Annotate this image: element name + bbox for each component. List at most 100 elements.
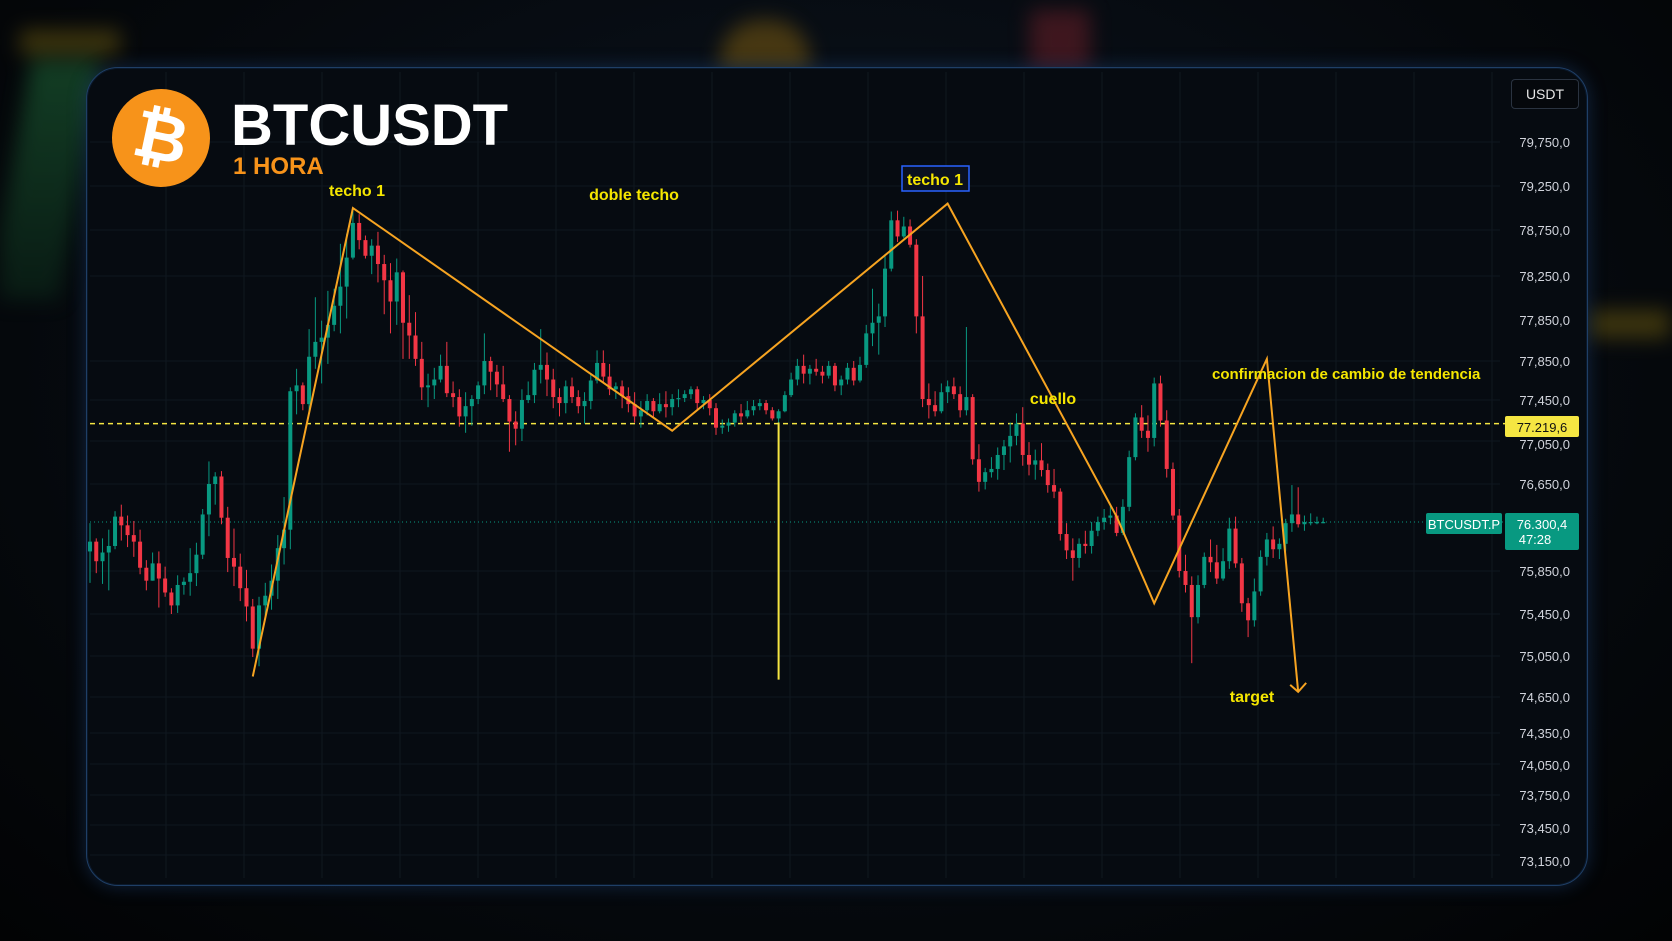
candle-body (1314, 522, 1319, 524)
currency-unit-button[interactable]: USDT (1511, 79, 1579, 109)
candle (914, 239, 919, 334)
candle (194, 542, 199, 587)
candle-body (1070, 550, 1075, 558)
candle (1183, 554, 1188, 593)
candle-body (920, 316, 925, 400)
candle-body (169, 592, 174, 606)
candle-body (876, 316, 881, 323)
candle-body (138, 541, 143, 568)
candle (964, 327, 969, 416)
candle-body (845, 367, 850, 380)
candle-body (914, 244, 919, 317)
candle-body (150, 563, 155, 581)
candle-body (544, 364, 549, 380)
candle-body (419, 358, 424, 388)
price-tick-label: 76,650,0 (1519, 477, 1570, 492)
double-top-pattern-line (251, 202, 1300, 692)
candle-body (701, 400, 706, 404)
candle (1045, 463, 1050, 493)
candle (1108, 505, 1113, 525)
candle-body (1108, 515, 1113, 518)
candle (764, 400, 769, 415)
candle (920, 276, 925, 408)
candle-body (488, 361, 493, 372)
candle (156, 551, 161, 608)
price-tick-label: 75,850,0 (1519, 564, 1570, 579)
candle-body (307, 356, 312, 405)
candle (413, 312, 418, 366)
annotation-techo-right: techo 1 (907, 172, 963, 189)
candle-body (926, 399, 931, 406)
candle-body (1008, 435, 1013, 447)
candle (1133, 413, 1138, 461)
candle-body (789, 379, 794, 396)
candle (106, 529, 111, 591)
candle-body (570, 386, 575, 398)
candle (663, 391, 668, 418)
candle (632, 392, 637, 423)
candle (494, 364, 499, 398)
candle (707, 394, 712, 416)
candle-body (814, 368, 819, 372)
candle-body (319, 337, 324, 342)
candle (657, 393, 662, 414)
candle (119, 504, 124, 541)
candle (889, 211, 894, 272)
candle-body (363, 240, 368, 256)
candle-body (501, 384, 506, 400)
candle (225, 506, 230, 573)
candle-body (983, 472, 988, 482)
candle (770, 407, 775, 421)
grid (90, 72, 1500, 878)
candle (219, 471, 224, 525)
candle (576, 390, 581, 414)
candle-body (156, 563, 161, 579)
candle-body (106, 545, 111, 553)
candle-body (194, 554, 199, 574)
candle-body (507, 399, 512, 422)
annotation-cuello: cuello (1030, 391, 1076, 408)
candle-body (1202, 556, 1207, 585)
candle-body (663, 404, 668, 408)
candle (1083, 530, 1088, 554)
candle (1221, 548, 1226, 581)
candle-body (695, 389, 700, 404)
candle-body (426, 385, 431, 388)
candle (1227, 517, 1232, 569)
candle (1058, 488, 1063, 541)
candle-body (707, 400, 712, 409)
candle (1202, 552, 1207, 589)
candle (1246, 597, 1251, 638)
candle (1177, 509, 1182, 578)
candle (394, 258, 399, 325)
candle (883, 254, 888, 327)
candle (688, 386, 693, 400)
candle (144, 560, 149, 591)
candle-body (864, 333, 869, 365)
price-tick-label: 75,050,0 (1519, 649, 1570, 664)
candle-body (1258, 556, 1263, 592)
candle-body (851, 367, 856, 381)
candle (457, 389, 462, 427)
candle (845, 362, 850, 385)
candle-body (482, 361, 487, 386)
candle (1139, 405, 1144, 438)
candle (113, 511, 118, 550)
candle (901, 216, 906, 239)
candle-body (651, 401, 656, 412)
candle (1014, 413, 1019, 446)
candle (206, 461, 211, 537)
candle (732, 410, 737, 427)
candle (1289, 485, 1294, 532)
candle (375, 231, 380, 283)
candle-body (1296, 514, 1301, 525)
candle-body (1283, 523, 1288, 544)
candle-body (88, 541, 92, 552)
candle-body (732, 413, 737, 423)
candle (1302, 515, 1307, 531)
annotation-target: target (1230, 689, 1275, 706)
target-arrow-head (1289, 682, 1307, 694)
candle-body (1064, 534, 1069, 551)
candle-body (1308, 522, 1313, 524)
